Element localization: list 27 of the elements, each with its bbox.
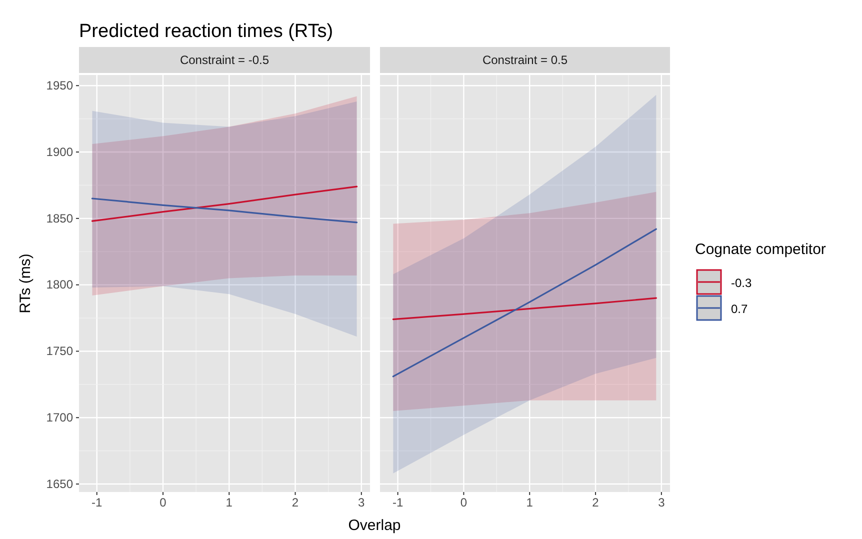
x-tick-label: 3 <box>358 496 366 510</box>
x-axis-title: Overlap <box>348 517 401 534</box>
y-tick-label: 1700 <box>46 410 74 424</box>
y-tick-label: 1750 <box>46 344 74 358</box>
line-series <box>91 186 358 222</box>
y-axis-title: RTs (ms) <box>17 254 34 314</box>
x-tick-label: 1 <box>226 496 233 510</box>
x-tick-label: 0 <box>460 496 468 510</box>
x-tick-label: 0 <box>160 496 167 510</box>
y-tick-label: 1800 <box>46 278 74 292</box>
y-tick-label: 1950 <box>46 78 74 92</box>
chart-title: Predicted reaction times (RTs) <box>79 21 334 42</box>
x-tick-label: -1 <box>392 496 404 510</box>
x-tick-label: 2 <box>292 496 299 510</box>
y-tick-label: 1650 <box>46 476 74 491</box>
y-tick-label: 1900 <box>46 144 74 159</box>
x-tick-label: 2 <box>592 496 600 510</box>
x-tick-label: -1 <box>92 496 103 510</box>
x-tick-label: 3 <box>658 496 666 510</box>
chart-subtitle: Constraint = 0.5 <box>482 53 568 67</box>
legend-label: -0.3 <box>731 276 752 290</box>
line-series <box>91 198 358 224</box>
legend-title: Cognate competitor <box>695 241 826 258</box>
y-tick-label: 1850 <box>46 211 74 226</box>
chart-subtitle: Constraint = -0.5 <box>180 53 270 67</box>
x-tick-label: 1 <box>526 496 534 510</box>
legend-label: 0.7 <box>731 302 748 316</box>
